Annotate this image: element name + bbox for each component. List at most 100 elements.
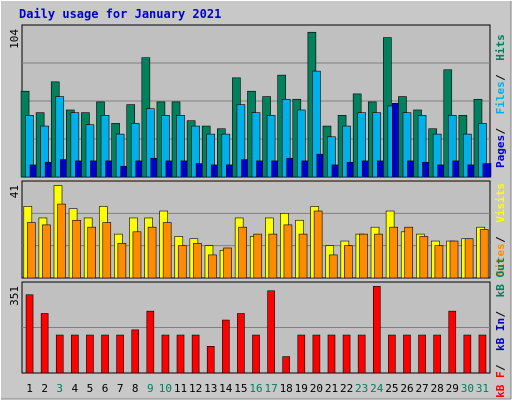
legend-entry: kB Out — [494, 258, 507, 298]
bar-kb-f-day-24 — [372, 286, 381, 374]
y-max-label: 104 — [8, 29, 21, 49]
bar-sites-day-10 — [162, 222, 172, 279]
legend-entry: Pages — [494, 135, 507, 168]
day-label-16: 16 — [249, 382, 262, 395]
day-label-20: 20 — [310, 382, 323, 395]
bar-files-day-8 — [130, 123, 140, 178]
bar-kb-f-day-17 — [267, 290, 275, 374]
bar-files-day-24 — [372, 112, 382, 178]
bar-sites-day-4 — [72, 219, 81, 279]
bar-files-day-5 — [85, 124, 95, 178]
day-label-22: 22 — [340, 382, 353, 395]
bar-kb-f-day-8 — [131, 329, 140, 374]
bar-sites-day-11 — [177, 245, 187, 279]
day-label-5: 5 — [87, 382, 94, 395]
bar-sites-day-21 — [328, 254, 338, 279]
y-max-label: 41 — [8, 185, 21, 198]
bar-files-day-19 — [296, 109, 306, 178]
bar-files-day-29 — [447, 115, 457, 178]
day-label-8: 8 — [132, 382, 139, 395]
bar-kb-f-day-19 — [297, 334, 306, 374]
legend: kB F / kB In / kB Out — [494, 258, 507, 398]
day-label-10: 10 — [159, 382, 172, 395]
day-label-4: 4 — [72, 382, 79, 395]
bar-kb-f-day-13 — [206, 345, 215, 374]
bar-kb-f-day-7 — [116, 334, 124, 374]
bar-files-day-28 — [432, 133, 442, 178]
bar-kb-f-day-20 — [312, 334, 321, 374]
day-label-29: 29 — [446, 382, 459, 395]
y-max-label: 351 — [8, 286, 21, 306]
day-label-17: 17 — [264, 382, 277, 395]
legend-entry: / — [494, 74, 507, 81]
day-label-24: 24 — [370, 382, 384, 395]
bar-kb-f-day-23 — [357, 334, 366, 374]
bar-kb-f-day-26 — [403, 334, 411, 374]
legend: Sites / Visits — [494, 183, 507, 276]
legend-entry: kB F — [494, 371, 507, 398]
bar-kb-f-day-6 — [101, 334, 109, 374]
bar-kb-f-day-10 — [161, 334, 170, 374]
bar-kb-f-day-25 — [388, 334, 396, 374]
legend-entry: / — [494, 364, 507, 371]
bar-sites-day-25 — [389, 226, 398, 279]
bar-sites-day-8 — [132, 231, 142, 279]
bar-sites-day-22 — [344, 245, 353, 279]
bar-sites-day-20 — [313, 210, 323, 279]
bar-files-day-21 — [327, 136, 336, 178]
bar-kb-f-day-11 — [176, 334, 185, 374]
bar-sites-day-6 — [102, 222, 112, 279]
day-label-1: 1 — [26, 382, 33, 395]
bar-files-day-6 — [100, 115, 110, 178]
panel-visits-sites: 41 Sites / Visits — [8, 180, 507, 279]
bar-files-day-14 — [221, 133, 231, 178]
bar-sites-day-1 — [26, 222, 36, 279]
bar-sites-day-14 — [223, 247, 232, 279]
bar-sites-day-5 — [87, 226, 96, 279]
bar-sites-day-31 — [479, 229, 489, 279]
bar-files-day-1 — [25, 115, 34, 178]
bar-sites-day-24 — [374, 233, 383, 279]
day-label-2: 2 — [41, 382, 48, 395]
bar-pages-day-31 — [482, 163, 492, 178]
bar-sites-day-30 — [464, 238, 474, 279]
bar-sites-day-3 — [57, 203, 66, 279]
bar-sites-day-26 — [404, 226, 414, 279]
bar-kb-f-day-18 — [282, 356, 290, 374]
bar-kb-f-day-28 — [433, 334, 441, 374]
day-label-12: 12 — [189, 382, 202, 395]
bar-kb-f-day-3 — [55, 334, 64, 374]
day-label-14: 14 — [219, 382, 233, 395]
day-label-7: 7 — [117, 382, 124, 395]
legend-entry: Files — [494, 81, 507, 114]
day-label-31: 31 — [476, 382, 489, 395]
day-label-15: 15 — [234, 382, 247, 395]
chart-title: Daily usage for January 2021 — [19, 7, 221, 21]
bar-kb-f-day-27 — [418, 334, 426, 374]
legend-entry: Visits — [494, 183, 507, 223]
bar-kb-f-day-5 — [86, 334, 94, 374]
bar-files-day-4 — [70, 112, 80, 178]
panel-hits-files-pages: 104 Pages / Files / Hits — [8, 24, 507, 178]
day-label-13: 13 — [204, 382, 217, 395]
day-label-23: 23 — [355, 382, 368, 395]
day-label-28: 28 — [431, 382, 444, 395]
legend-entry: Hits — [494, 34, 507, 61]
bar-files-day-11 — [176, 115, 185, 178]
x-axis-day-labels: 1 2 3 4 5 6 7 8 9 10 11 12 13 14 15 16 17 18 19 20 21 22 23 24 2… — [26, 382, 489, 395]
bar-files-day-7 — [115, 133, 125, 178]
bar-kb-f-day-14 — [222, 319, 230, 374]
bar-files-day-13 — [206, 133, 216, 178]
day-label-18: 18 — [280, 382, 293, 395]
day-label-25: 25 — [385, 382, 398, 395]
bar-files-day-20 — [312, 70, 321, 178]
bar-files-day-16 — [251, 112, 261, 178]
day-label-21: 21 — [325, 382, 338, 395]
panel-kbytes: 351 kB F / kB In / kB Out — [8, 258, 507, 398]
bar-files-day-12 — [191, 125, 200, 178]
bar-sites-day-27 — [419, 236, 429, 279]
bar-files-day-27 — [417, 115, 427, 178]
bar-sites-day-12 — [193, 243, 202, 279]
